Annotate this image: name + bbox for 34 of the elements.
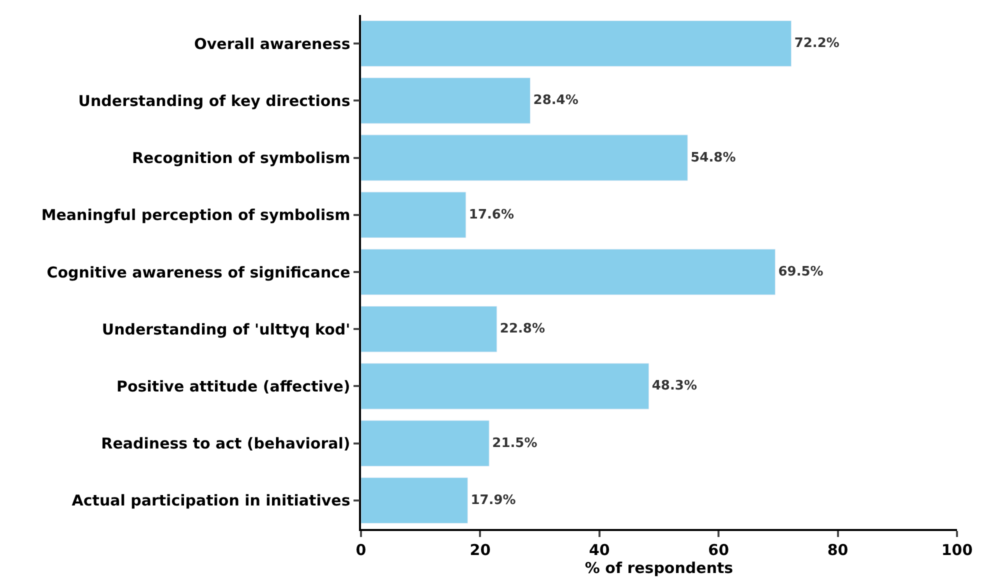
bar bbox=[361, 192, 466, 238]
x-axis-title: % of respondents bbox=[584, 558, 734, 577]
data-label: 17.6% bbox=[468, 207, 514, 222]
data-label: 48.3% bbox=[652, 378, 697, 394]
bar bbox=[361, 363, 650, 410]
y-tick-label: Meaningful perception of symbolism bbox=[41, 206, 350, 224]
data-label: 54.8% bbox=[690, 150, 736, 166]
y-tick-label: Overall awareness bbox=[194, 34, 350, 53]
y-tick-label: Recognition of symbolism bbox=[132, 149, 350, 168]
data-label: 21.5% bbox=[492, 436, 538, 451]
y-tick-label: Positive attitude (affective) bbox=[116, 377, 350, 396]
y-tick-label: Readiness to act (behavioral) bbox=[101, 434, 350, 453]
bar bbox=[361, 477, 468, 524]
y-tick-label: Understanding of 'ulttyq kod' bbox=[102, 320, 350, 338]
x-tick-label: 0 bbox=[356, 540, 366, 559]
x-tick-label: 20 bbox=[470, 540, 491, 559]
x-tick-label: 60 bbox=[708, 540, 730, 559]
bar bbox=[361, 248, 776, 296]
bar bbox=[361, 306, 498, 352]
bar bbox=[361, 420, 490, 466]
x-tick-label: 100 bbox=[941, 540, 973, 559]
data-label: 22.8% bbox=[500, 322, 545, 337]
bar bbox=[361, 78, 531, 124]
bar bbox=[361, 20, 792, 67]
y-tick-label: Actual participation in initiatives bbox=[72, 492, 350, 510]
x-tick-label: 80 bbox=[827, 540, 848, 559]
bar bbox=[361, 134, 688, 181]
y-tick-label: Understanding of key directions bbox=[78, 92, 350, 110]
data-label: 28.4% bbox=[533, 93, 578, 108]
y-tick-label: Cognitive awareness of significance bbox=[46, 263, 350, 282]
data-label: 17.9% bbox=[470, 492, 516, 508]
x-tick-label: 40 bbox=[588, 540, 610, 559]
data-label: 69.5% bbox=[778, 264, 824, 280]
data-label: 72.2% bbox=[794, 36, 840, 52]
